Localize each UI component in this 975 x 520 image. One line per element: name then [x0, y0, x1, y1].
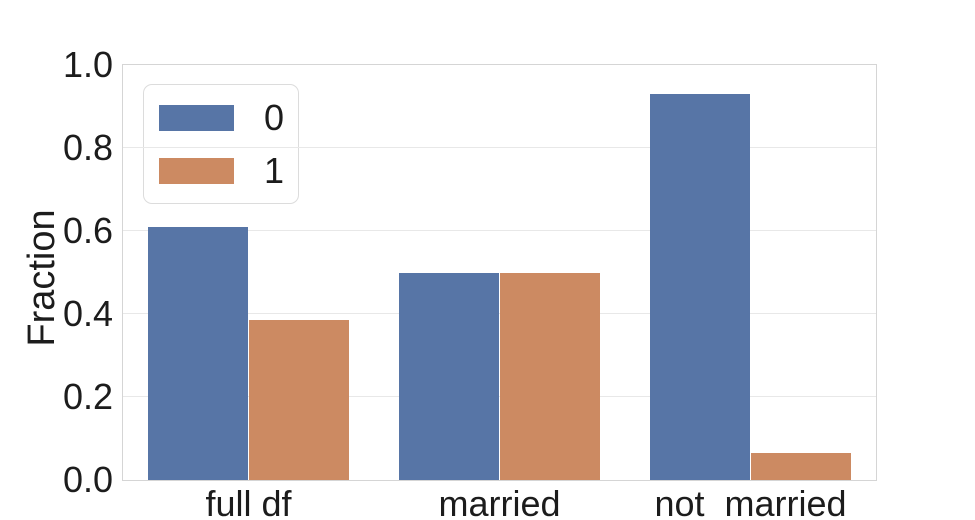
y-tick-label: 0.4 [62, 293, 113, 334]
bar-0-married [399, 272, 500, 480]
x-tick-label: married [438, 483, 561, 520]
legend-label: 1 [264, 149, 285, 191]
y-tick-label: 0.0 [62, 459, 113, 500]
y-tick-label: 0.2 [62, 376, 113, 417]
legend-swatch-series-0 [159, 104, 234, 131]
legend: 0 1 [143, 84, 299, 204]
bar-0-not-married [650, 94, 751, 480]
plot-area: 0 1 0.0 0.2 0.4 0.6 0.8 1.0 full df married not … [63, 47, 877, 520]
legend-swatch-series-1 [159, 157, 234, 184]
gridline [123, 147, 876, 148]
x-tick-label: not married [654, 483, 847, 520]
legend-item: 0 [159, 98, 298, 137]
bar-1-married [499, 272, 600, 480]
gridline [123, 230, 876, 231]
y-tick-label: 0.6 [62, 210, 113, 251]
bar-0-full-df [148, 226, 249, 480]
y-axis-label: Fraction [21, 209, 63, 347]
legend-label: 0 [264, 96, 285, 138]
y-tick-label: 1.0 [62, 44, 113, 85]
x-tick-label: full df [205, 483, 292, 520]
bar-1-not-married [750, 453, 851, 480]
bar-1-full-df [248, 320, 349, 480]
y-tick-label: 0.8 [62, 127, 113, 168]
legend-item: 1 [159, 151, 298, 190]
